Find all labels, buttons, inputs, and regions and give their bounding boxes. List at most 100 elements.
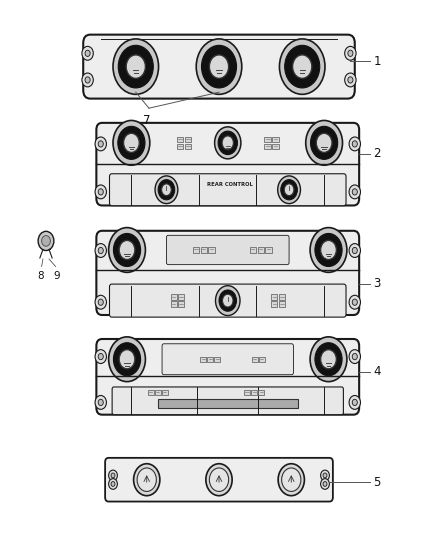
Bar xyxy=(272,137,279,142)
Bar xyxy=(279,302,285,307)
Bar xyxy=(265,144,271,149)
Bar xyxy=(251,390,257,395)
Circle shape xyxy=(352,141,357,147)
Circle shape xyxy=(284,184,294,196)
Circle shape xyxy=(293,55,312,78)
Circle shape xyxy=(222,136,233,150)
Circle shape xyxy=(321,350,336,369)
Circle shape xyxy=(323,482,327,486)
Circle shape xyxy=(118,45,153,88)
Text: 2: 2 xyxy=(374,147,381,160)
Circle shape xyxy=(196,39,242,94)
Circle shape xyxy=(98,399,103,406)
Circle shape xyxy=(306,120,343,165)
Circle shape xyxy=(111,473,115,478)
Circle shape xyxy=(282,468,301,491)
Circle shape xyxy=(82,46,93,60)
Bar xyxy=(155,390,160,395)
Circle shape xyxy=(109,479,117,489)
FancyBboxPatch shape xyxy=(96,339,359,415)
Bar xyxy=(271,302,278,307)
Circle shape xyxy=(315,233,342,266)
Circle shape xyxy=(155,176,178,204)
FancyBboxPatch shape xyxy=(112,387,343,415)
Circle shape xyxy=(162,184,171,196)
Circle shape xyxy=(310,228,347,272)
Circle shape xyxy=(311,126,338,159)
Bar xyxy=(272,144,279,149)
Bar xyxy=(178,302,184,307)
Circle shape xyxy=(321,240,336,260)
Circle shape xyxy=(158,180,175,200)
Text: 5: 5 xyxy=(374,476,381,489)
Circle shape xyxy=(218,131,237,155)
Circle shape xyxy=(111,482,115,486)
Text: 3: 3 xyxy=(374,277,381,290)
Bar xyxy=(178,294,184,300)
Circle shape xyxy=(98,141,103,147)
Circle shape xyxy=(348,50,353,56)
Circle shape xyxy=(321,470,329,481)
Text: REAR CONTROL: REAR CONTROL xyxy=(207,182,253,187)
Bar xyxy=(201,357,206,362)
Circle shape xyxy=(206,464,232,496)
Bar xyxy=(201,247,207,253)
Circle shape xyxy=(98,189,103,195)
Text: 9: 9 xyxy=(53,271,60,281)
Circle shape xyxy=(95,395,106,409)
Bar xyxy=(170,302,177,307)
Bar xyxy=(148,390,153,395)
Circle shape xyxy=(310,337,347,382)
FancyBboxPatch shape xyxy=(83,35,355,99)
Circle shape xyxy=(118,126,145,159)
Bar xyxy=(170,294,177,300)
Bar xyxy=(158,399,298,408)
Bar xyxy=(185,137,191,142)
Circle shape xyxy=(113,39,159,94)
Circle shape xyxy=(209,468,229,491)
FancyBboxPatch shape xyxy=(96,123,359,206)
FancyBboxPatch shape xyxy=(110,284,346,317)
FancyBboxPatch shape xyxy=(110,174,346,206)
FancyBboxPatch shape xyxy=(166,235,289,264)
Bar xyxy=(193,247,199,253)
Circle shape xyxy=(279,39,325,94)
Bar xyxy=(265,247,272,253)
Text: 1: 1 xyxy=(374,55,381,68)
Bar xyxy=(265,137,271,142)
Circle shape xyxy=(352,189,357,195)
Circle shape xyxy=(349,350,360,364)
Circle shape xyxy=(113,233,141,266)
Circle shape xyxy=(98,299,103,305)
Circle shape xyxy=(209,55,229,78)
Circle shape xyxy=(95,295,106,309)
Circle shape xyxy=(223,294,233,307)
Circle shape xyxy=(95,185,106,199)
Circle shape xyxy=(352,247,357,254)
Bar xyxy=(252,357,258,362)
Circle shape xyxy=(278,464,304,496)
Circle shape xyxy=(95,137,106,151)
Circle shape xyxy=(219,290,237,311)
Circle shape xyxy=(95,350,106,364)
Circle shape xyxy=(119,240,135,260)
Circle shape xyxy=(109,470,117,481)
Circle shape xyxy=(285,45,320,88)
Text: 4: 4 xyxy=(374,365,381,378)
Bar xyxy=(42,243,50,249)
Circle shape xyxy=(345,46,356,60)
Bar xyxy=(244,390,250,395)
Circle shape xyxy=(85,50,90,56)
Bar xyxy=(177,144,183,149)
Bar xyxy=(258,247,264,253)
Circle shape xyxy=(352,399,357,406)
Circle shape xyxy=(321,479,329,489)
Circle shape xyxy=(316,133,332,152)
Circle shape xyxy=(349,185,360,199)
Bar xyxy=(162,390,167,395)
Circle shape xyxy=(137,468,156,491)
Bar xyxy=(250,247,256,253)
Circle shape xyxy=(42,236,50,246)
Circle shape xyxy=(349,244,360,257)
Circle shape xyxy=(98,353,103,360)
